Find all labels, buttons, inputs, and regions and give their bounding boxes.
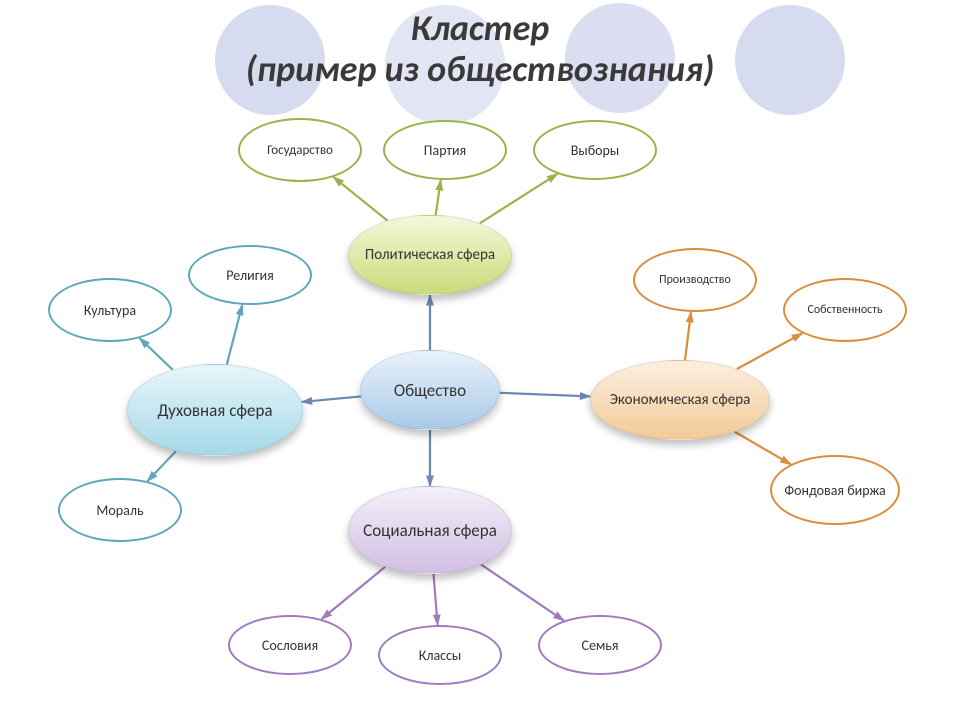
edge-economic-ec_prod bbox=[685, 312, 691, 360]
node-label-so_estate: Сословия bbox=[262, 637, 318, 654]
node-political: Политическая сфера bbox=[348, 215, 512, 295]
node-label-pol_party: Партия bbox=[424, 142, 466, 159]
node-label-so_family: Семья bbox=[581, 637, 618, 654]
edge-center-economic bbox=[500, 393, 591, 397]
node-label-economic: Экономическая сфера bbox=[610, 391, 751, 409]
node-pol_party: Партия bbox=[383, 120, 507, 180]
node-so_estate: Сословия bbox=[228, 615, 352, 675]
node-ec_prop: Собственность bbox=[783, 278, 907, 342]
edge-political-pol_elect bbox=[480, 174, 558, 223]
node-so_family: Семья bbox=[538, 615, 662, 675]
node-so_class: Классы bbox=[378, 625, 502, 685]
node-label-ec_prop: Собственность bbox=[807, 303, 882, 317]
edge-spiritual-sp_religion bbox=[227, 305, 242, 365]
node-social: Социальная сфера bbox=[348, 486, 512, 574]
page-title: Кластер (пример из обществознания) bbox=[0, 8, 960, 91]
node-sp_religion: Религия bbox=[188, 245, 312, 305]
edge-political-pol_gov bbox=[333, 177, 387, 221]
node-label-ec_prod: Производство bbox=[659, 273, 731, 287]
node-label-social: Социальная сфера bbox=[363, 520, 497, 541]
node-label-pol_elect: Выборы bbox=[571, 142, 619, 159]
node-label-sp_culture: Культура bbox=[84, 302, 136, 319]
edge-social-so_class bbox=[434, 574, 438, 625]
node-ec_prod: Производство bbox=[633, 248, 757, 312]
node-label-center: Общество bbox=[394, 380, 466, 401]
node-economic: Экономическая сфера bbox=[590, 360, 770, 440]
node-label-so_class: Классы bbox=[419, 647, 462, 664]
edge-spiritual-sp_moral bbox=[147, 451, 176, 481]
title-line-2: (пример из обществознания) bbox=[0, 49, 960, 90]
node-label-political: Политическая сфера bbox=[365, 246, 495, 264]
edge-center-spiritual bbox=[302, 396, 361, 402]
node-label-sp_moral: Мораль bbox=[96, 502, 143, 519]
node-sp_moral: Мораль bbox=[58, 478, 182, 542]
title-line-1: Кластер bbox=[0, 8, 960, 49]
node-label-pol_gov: Государство bbox=[267, 143, 333, 158]
node-spiritual: Духовная сфера bbox=[127, 364, 303, 456]
node-label-sp_religion: Религия bbox=[226, 267, 274, 284]
edge-social-so_estate bbox=[321, 567, 385, 619]
node-center: Общество bbox=[360, 350, 500, 430]
edge-economic-ec_stock bbox=[735, 432, 791, 465]
node-sp_culture: Культура bbox=[48, 278, 172, 342]
edge-spiritual-sp_culture bbox=[140, 338, 173, 370]
node-pol_elect: Выборы bbox=[533, 120, 657, 180]
edge-economic-ec_prop bbox=[737, 333, 803, 369]
edge-social-so_family bbox=[481, 564, 564, 620]
node-label-spiritual: Духовная сфера bbox=[157, 400, 272, 421]
edge-political-pol_party bbox=[436, 180, 441, 215]
node-label-ec_stock: Фондовая биржа bbox=[784, 482, 885, 499]
node-pol_gov: Государство bbox=[238, 118, 362, 182]
node-ec_stock: Фондовая биржа bbox=[770, 455, 900, 525]
